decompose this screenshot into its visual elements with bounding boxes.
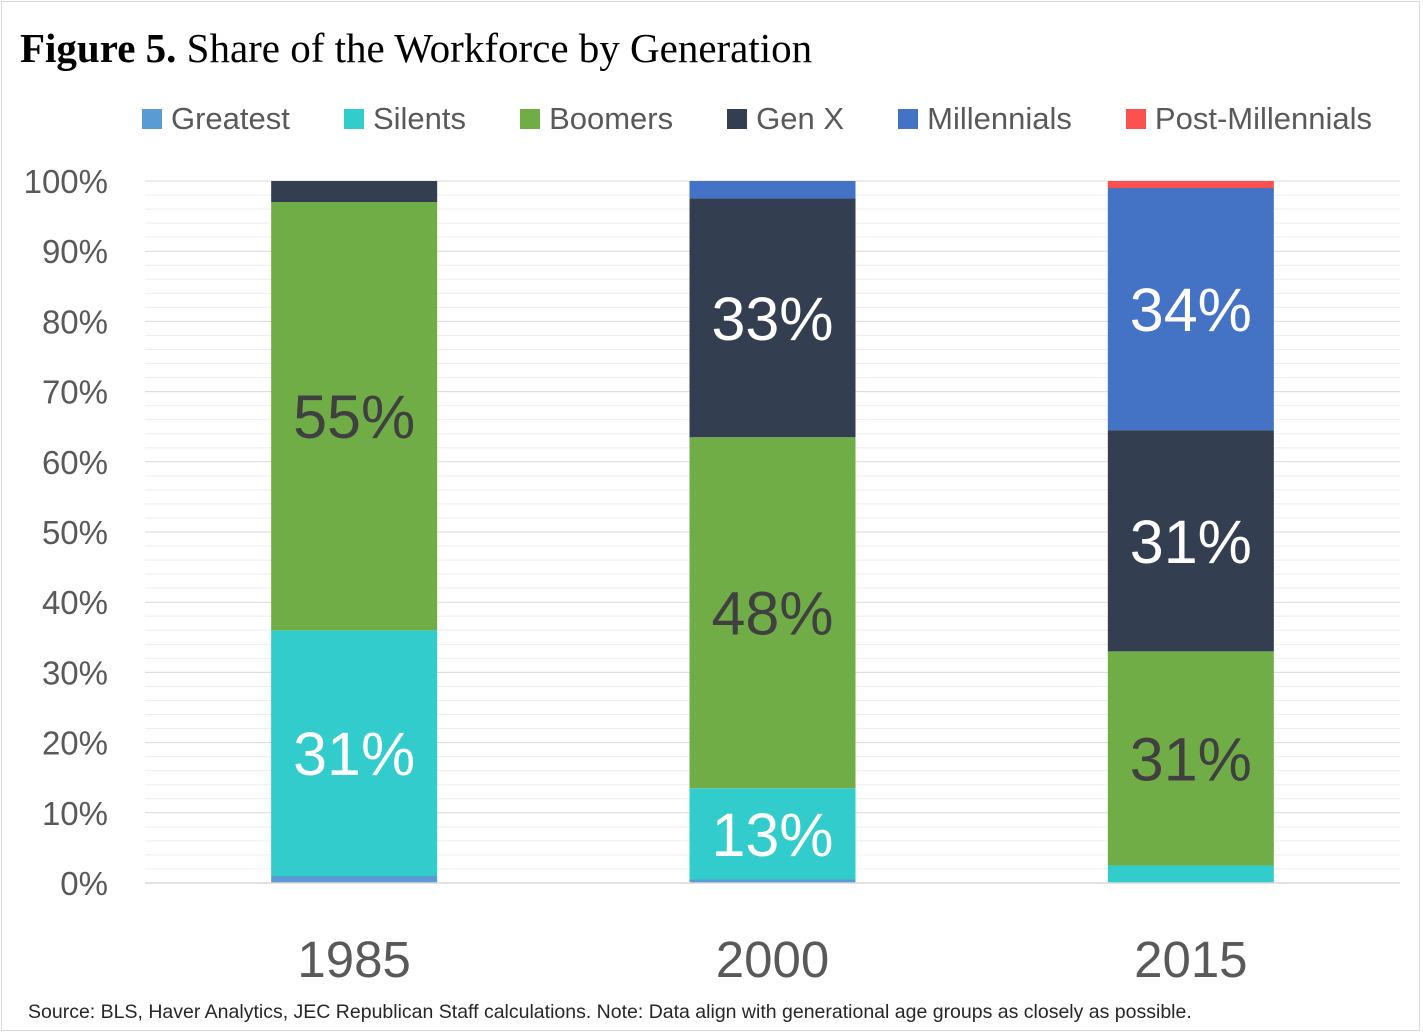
- y-tick-label: 40%: [42, 584, 108, 621]
- bar-boomers-1985: [271, 202, 438, 631]
- data-label-boomers-2015: 31%: [1130, 725, 1252, 793]
- legend-label-boomers: Boomers: [549, 101, 674, 136]
- data-label-millennials-2015: 34%: [1130, 276, 1252, 344]
- legend-label-greatest: Greatest: [171, 101, 290, 136]
- y-tick-label: 30%: [42, 654, 108, 691]
- y-tick-label: 90%: [42, 233, 108, 270]
- legend-label-post-millennials: Post-Millennials: [1154, 101, 1372, 136]
- data-label-silents-2000: 13%: [711, 801, 833, 869]
- y-tick-label: 0%: [60, 865, 108, 902]
- title-text: Share of the Workforce by Generation: [186, 25, 813, 71]
- legend-item-millennials: Millennials: [898, 101, 1072, 137]
- legend-swatch-post-millennials: [1125, 109, 1146, 129]
- y-tick-label: 80%: [42, 303, 108, 340]
- x-category-label: 2015: [1134, 931, 1247, 988]
- data-label-boomers-2000: 48%: [711, 580, 833, 648]
- bar-boomers-2015: [1107, 651, 1274, 866]
- legend-item-boomers: Boomers: [520, 101, 673, 137]
- legend-item-gen-x: Gen X: [727, 101, 844, 137]
- legend-label-silents: Silents: [372, 101, 466, 136]
- x-category-label: 1985: [297, 931, 410, 988]
- legend-label-gen-x: Gen X: [756, 101, 845, 136]
- legend-swatch-silents: [343, 109, 364, 129]
- y-tick-label: 10%: [42, 795, 108, 832]
- bar-millennials-2000: [689, 181, 856, 199]
- bar-gen-x-2015: [1107, 430, 1274, 652]
- legend-item-post-millennials: Post-Millennials: [1125, 101, 1372, 137]
- bar-millennials-2015: [1107, 188, 1274, 431]
- y-tick-label: 60%: [42, 444, 108, 481]
- legend-swatch-millennials: [898, 109, 919, 129]
- bar-gen-x-1985: [271, 181, 438, 203]
- legend-swatch-greatest: [142, 109, 162, 129]
- bar-silents-1985: [271, 630, 438, 876]
- legend-item-silents: Silents: [343, 101, 466, 137]
- legend-swatch-boomers: [520, 109, 541, 129]
- bar-greatest-2000: [689, 879, 856, 883]
- legend-label-millennials: Millennials: [927, 101, 1072, 136]
- y-tick-label: 100%: [24, 163, 108, 200]
- legend-item-greatest: Greatest: [142, 101, 290, 137]
- bar-post-millennials-2015: [1107, 181, 1274, 189]
- y-tick-label: 70%: [42, 374, 108, 411]
- figure-label: Figure 5.: [20, 25, 177, 71]
- source-note: Source: BLS, Haver Analytics, JEC Republ…: [28, 1001, 1192, 1023]
- data-label-boomers-1985: 55%: [293, 383, 415, 451]
- bar-silents-2015: [1107, 865, 1274, 883]
- legend-swatch-gen-x: [727, 109, 748, 129]
- y-tick-label: 50%: [42, 514, 108, 551]
- bar-greatest-1985: [271, 875, 438, 883]
- x-category-label: 2000: [716, 931, 829, 988]
- data-label-gen-x-2015: 31%: [1130, 508, 1252, 576]
- bar-silents-2000: [689, 788, 856, 880]
- bar-boomers-2000: [689, 437, 856, 789]
- y-tick-label: 20%: [42, 725, 108, 762]
- bar-gen-x-2000: [689, 198, 856, 438]
- legend: Greatest Silents Boomers Gen X Millennials Po…: [142, 98, 1372, 140]
- data-label-gen-x-2000: 33%: [711, 285, 833, 353]
- data-label-silents-1985: 31%: [293, 720, 415, 788]
- chart-title: Figure 5. Share of the Workforce by Gene…: [20, 24, 812, 72]
